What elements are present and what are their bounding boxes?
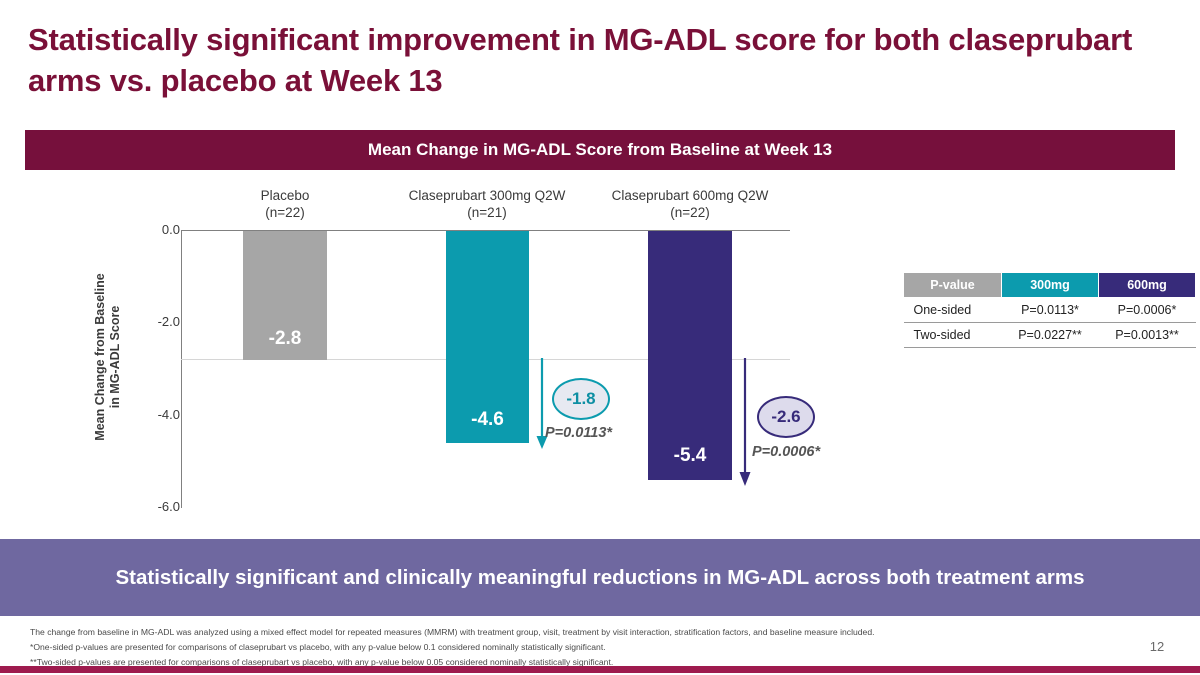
takeaway-banner-text: Statistically significant and clinically… bbox=[115, 565, 1085, 589]
page-number: 12 bbox=[1149, 639, 1165, 654]
pvalue-table: P-value 300mg 600mg One-sided P=0.0113* … bbox=[903, 272, 1196, 348]
chart-header-band: Mean Change in MG-ADL Score from Baselin… bbox=[25, 130, 1175, 170]
bar-claseprubart-600mg: -5.4 bbox=[648, 231, 732, 480]
column-label-line2: (n=22) bbox=[265, 204, 305, 220]
y-tick-label: 0.0 bbox=[161, 222, 180, 237]
delta-badge-label: -1.8 bbox=[566, 389, 596, 408]
y-axis-ticks: 0.0 -2.0 -4.0 -6.0 bbox=[120, 0, 180, 520]
column-label-600mg: Claseprubart 600mg Q2W (n=22) bbox=[595, 188, 785, 222]
p-annotation-600mg: P=0.0006* bbox=[752, 444, 821, 460]
takeaway-banner: Statistically significant and clinically… bbox=[0, 539, 1200, 616]
column-label-line1: Claseprubart 600mg Q2W bbox=[611, 188, 769, 203]
delta-arrow-600mg bbox=[739, 358, 751, 486]
cell-two-sided-300mg: P=0.0227** bbox=[1001, 322, 1099, 348]
cell-one-sided-600mg: P=0.0006* bbox=[1098, 297, 1196, 323]
zero-baseline-axis bbox=[181, 230, 790, 231]
table-header-row: P-value 300mg 600mg bbox=[903, 272, 1196, 298]
footnote-line: The change from baseline in MG-ADL was a… bbox=[30, 627, 875, 637]
y-tick-label: -4.0 bbox=[157, 407, 180, 422]
page-title: Statistically significant improvement in… bbox=[28, 22, 1133, 98]
footnotes: The change from baseline in MG-ADL was a… bbox=[30, 625, 1040, 669]
column-label-line2: (n=21) bbox=[467, 204, 507, 220]
bar-value-label: -5.4 bbox=[673, 445, 707, 466]
chart-header-label: Mean Change in MG-ADL Score from Baselin… bbox=[367, 140, 833, 159]
delta-badge-300mg: -1.8 bbox=[552, 378, 610, 420]
delta-badge-label: -2.6 bbox=[771, 407, 801, 426]
footnote-line: *One-sided p-values are presented for co… bbox=[30, 641, 606, 652]
row-label-two-sided: Two-sided bbox=[903, 322, 1002, 348]
bar-value-label: -4.6 bbox=[471, 409, 504, 430]
column-label-line2: (n=22) bbox=[670, 204, 710, 220]
p-annotation-300mg: P=0.0113* bbox=[545, 425, 613, 441]
delta-arrow-300mg bbox=[536, 358, 548, 449]
table-header-300mg: 300mg bbox=[1001, 272, 1099, 298]
table-header-600mg: 600mg bbox=[1098, 272, 1196, 298]
footnote-line: **Two-sided p-values are presented for c… bbox=[30, 656, 614, 667]
bottom-accent-strip bbox=[0, 666, 1200, 673]
cell-one-sided-300mg: P=0.0113* bbox=[1001, 297, 1099, 323]
column-label-line1: Claseprubart 300mg Q2W bbox=[408, 188, 566, 203]
table-row: Two-sided P=0.0227** P=0.0013** bbox=[903, 322, 1196, 348]
cell-two-sided-600mg: P=0.0013** bbox=[1098, 322, 1196, 348]
table-header-pvalue: P-value bbox=[903, 272, 1002, 298]
bar-claseprubart-300mg: -4.6 bbox=[446, 231, 529, 443]
table-row: One-sided P=0.0113* P=0.0006* bbox=[903, 297, 1196, 323]
column-label-line1: Placebo bbox=[260, 188, 310, 203]
bar-value-label: -2.8 bbox=[268, 328, 302, 349]
column-label-300mg: Claseprubart 300mg Q2W (n=21) bbox=[392, 188, 582, 222]
row-label-one-sided: One-sided bbox=[903, 297, 1002, 323]
plot-area: -2.8 -4.6 -5.4 -1.8 -2.6 P=0.0113* P=0. bbox=[181, 230, 820, 508]
bar-placebo: -2.8 bbox=[243, 231, 327, 360]
y-tick-label: -6.0 bbox=[157, 499, 180, 514]
y-tick-label: -2.0 bbox=[157, 314, 180, 329]
delta-badge-600mg: -2.6 bbox=[757, 396, 815, 438]
y-axis-line bbox=[181, 230, 182, 508]
y-axis-title-line1: Mean Change from Baseline bbox=[93, 273, 107, 441]
column-label-placebo: Placebo (n=22) bbox=[215, 188, 355, 222]
